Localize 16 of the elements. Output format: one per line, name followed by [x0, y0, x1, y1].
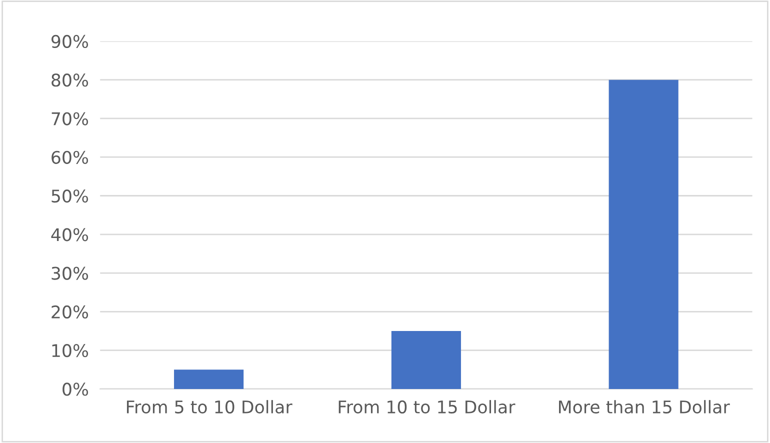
bar: [174, 370, 244, 389]
bar: [391, 330, 461, 389]
y-tick-label: 50%: [52, 189, 88, 203]
y-tick-label: 30%: [52, 266, 88, 280]
y-tick-label: 70%: [52, 112, 88, 126]
x-tick-label: From 5 to 10 Dollar: [126, 400, 292, 414]
x-tick-label: From 10 to 15 Dollar: [338, 400, 516, 414]
y-tick-label: 0%: [62, 382, 88, 396]
y-tick-label: 10%: [52, 344, 88, 358]
bar: [608, 80, 678, 389]
y-tick-label: 90%: [51, 34, 88, 48]
y-tick-label: 20%: [52, 305, 88, 319]
y-tick-label: 40%: [51, 228, 88, 242]
y-tick-label: 60%: [52, 150, 88, 164]
y-tick-label: 80%: [52, 74, 88, 87]
x-tick-label: More than 15 Dollar: [559, 400, 730, 414]
